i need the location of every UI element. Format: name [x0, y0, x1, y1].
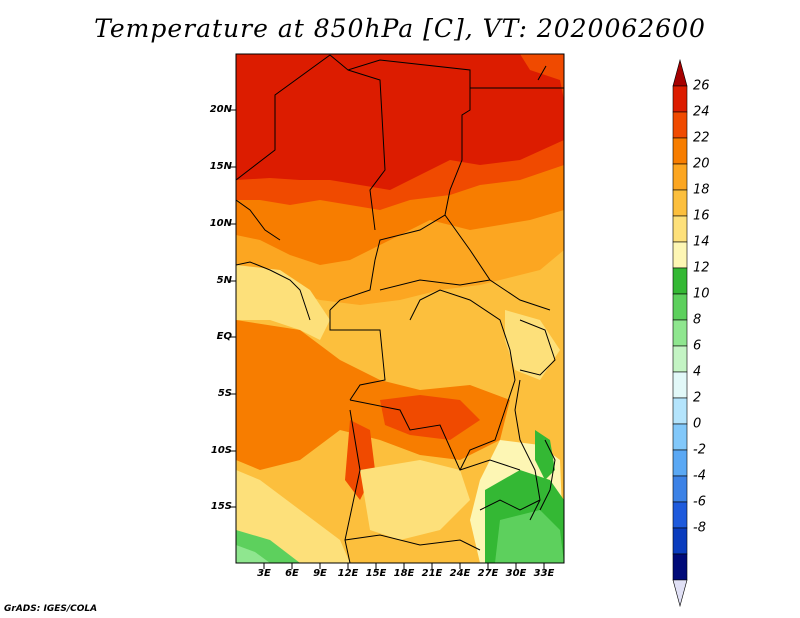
country-borders: [236, 54, 564, 563]
border-line: [329, 259, 376, 311]
y-label-20n: 20N: [209, 104, 232, 115]
colorbar-label: 6: [693, 338, 702, 354]
border-line: [236, 199, 281, 241]
colorbar-segment: [672, 423, 688, 451]
border-line: [236, 261, 311, 321]
border-line: [344, 409, 361, 563]
y-label-15n: 15N: [209, 161, 232, 172]
colorbar-segment: [672, 241, 688, 269]
border-line: [537, 65, 547, 81]
map-frame: [235, 53, 565, 564]
colorbar-segment: [672, 553, 688, 581]
colorbar-label: 20: [693, 156, 710, 172]
border-line: [349, 399, 521, 471]
x-label-6e: 6E: [285, 568, 299, 579]
colorbar-segment: [672, 345, 688, 373]
colorbar-segment: [672, 293, 688, 321]
border-line: [236, 54, 331, 181]
x-label-9e: 9E: [313, 568, 327, 579]
colorbar-label: 0: [693, 416, 702, 432]
colorbar: [672, 58, 688, 608]
colorbar-segment: [672, 85, 688, 113]
colorbar-label: 4: [693, 364, 702, 380]
border-line: [519, 319, 556, 376]
border-line: [329, 54, 471, 261]
y-ticks: [230, 109, 236, 508]
colorbar-segment: [672, 111, 688, 139]
border-line: [479, 499, 541, 511]
colorbar-segment: [672, 371, 688, 399]
east-green-10: [495, 510, 564, 563]
y-label-10n: 10N: [209, 218, 232, 229]
colorbar-segment: [672, 501, 688, 529]
y-label-10s: 10S: [210, 445, 232, 456]
colorbar-segment: [672, 397, 688, 425]
colorbar-segment: [672, 267, 688, 295]
border-line: [539, 439, 556, 511]
x-label-3e: 3E: [257, 568, 271, 579]
temperature-field: [236, 54, 564, 563]
border-line: [329, 310, 386, 401]
malawi-green: [535, 430, 555, 480]
y-label-15s: 15S: [210, 501, 232, 512]
colorbar-label: 22: [693, 130, 710, 146]
colorbar-label: 8: [693, 312, 702, 328]
x-label-33e: 33E: [533, 568, 555, 579]
colorbar-segment: [672, 189, 688, 217]
colorbar-label: 2: [693, 390, 702, 406]
border-line: [514, 379, 541, 521]
colorbar-segment: [672, 579, 688, 608]
southwest-green-10: [236, 545, 270, 563]
x-label-15e: 15E: [365, 568, 387, 579]
border-line: [344, 534, 481, 551]
colorbar-segment: [672, 163, 688, 191]
colorbar-segment: [672, 319, 688, 347]
x-label-21e: 21E: [421, 568, 443, 579]
colorbar-segment: [672, 475, 688, 503]
chart-title: Temperature at 850hPa [C], VT: 202006260…: [94, 14, 706, 43]
colorbar-segment: [672, 527, 688, 555]
coast-cool-16: [236, 265, 330, 340]
colorbar-segment: [672, 137, 688, 165]
x-label-27e: 27E: [477, 568, 499, 579]
colorbar-segment: [672, 449, 688, 477]
colorbar-label: -8: [693, 520, 706, 536]
y-label-5n: 5N: [216, 275, 232, 286]
colorbar-label: 14: [693, 234, 710, 250]
border-line: [409, 289, 516, 471]
x-ticks: [263, 563, 545, 569]
colorbar-label: -2: [693, 442, 706, 458]
colorbar-label: 16: [693, 208, 710, 224]
south-warm-22-24: [380, 395, 480, 440]
colorbar-label: 24: [693, 104, 710, 120]
colorbar-label: 18: [693, 182, 710, 198]
colorbar-label: -6: [693, 494, 706, 510]
x-label-18e: 18E: [393, 568, 415, 579]
colorbar-label: 12: [693, 260, 710, 276]
colorbar-label: 10: [693, 286, 710, 302]
grads-credit: GrADS: IGES/COLA: [4, 604, 98, 614]
x-label-30e: 30E: [505, 568, 527, 579]
colorbar-segment: [672, 58, 688, 87]
x-label-24e: 24E: [449, 568, 471, 579]
colorbar-label: -4: [693, 468, 706, 484]
colorbar-label: 26: [693, 78, 710, 94]
x-label-12e: 12E: [337, 568, 359, 579]
south-cool-16: [360, 460, 470, 540]
colorbar-segment: [672, 215, 688, 243]
y-label-eq: EQ: [216, 331, 232, 342]
border-line: [379, 279, 491, 291]
lakes-cool-16: [505, 310, 560, 380]
y-label-5s: 5S: [217, 388, 232, 399]
border-line: [347, 69, 386, 231]
